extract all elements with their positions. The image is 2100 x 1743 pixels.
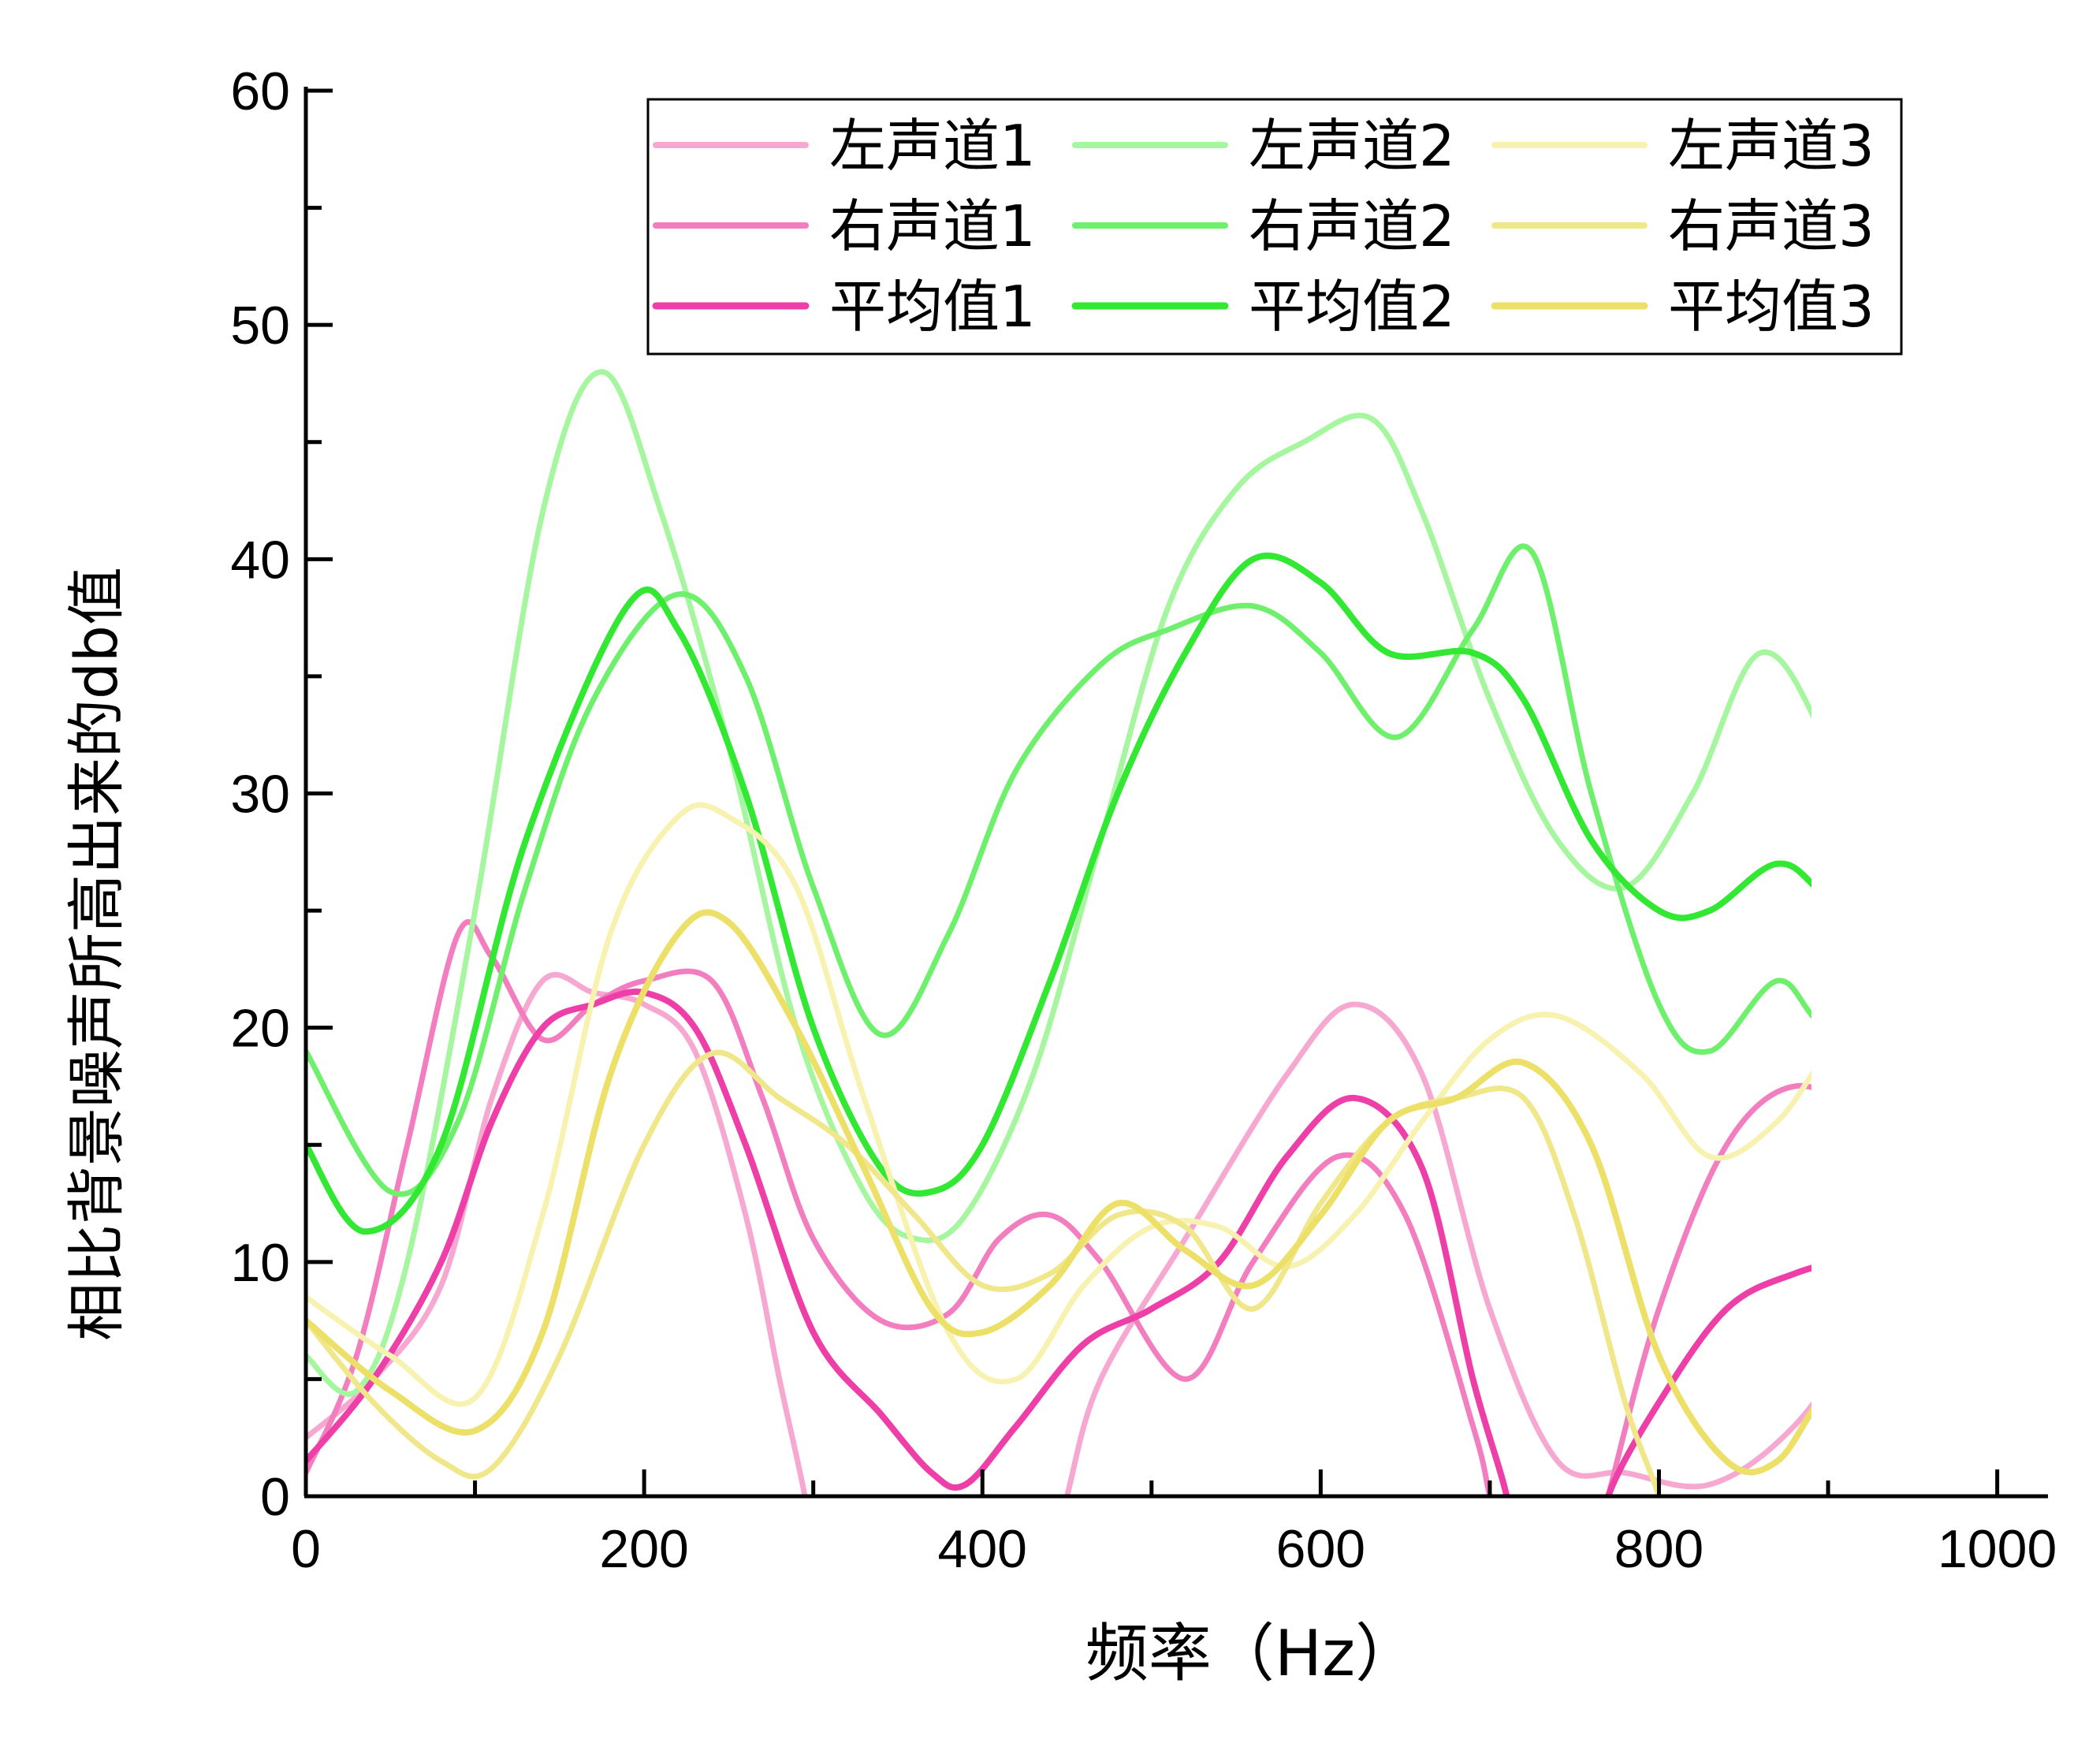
series-layer xyxy=(306,369,1811,1496)
y-tick-label: 30 xyxy=(230,765,290,825)
series-line-6 xyxy=(306,552,1811,1235)
y-tick-label: 0 xyxy=(260,1467,290,1527)
series-line-9 xyxy=(306,909,1811,1476)
series-line-3 xyxy=(306,989,1811,1496)
legend-label: 右声道1 xyxy=(829,193,1036,259)
axes xyxy=(303,87,2048,1499)
legend-label: 平均值1 xyxy=(829,274,1036,340)
legend-frame xyxy=(646,98,1903,356)
legend-label: 左声道1 xyxy=(829,113,1036,179)
x-tick-label: 400 xyxy=(938,1519,1027,1579)
series-line-4 xyxy=(306,369,1811,1397)
y-axis-label: 相比背景噪声所高出来的db值 xyxy=(63,567,131,1341)
legend-label: 右声道2 xyxy=(1249,193,1455,259)
legend: 左声道1 右声道1 平均值1 左声道2 右声道2 平均值2 左声道3 右声道3 平均值3 xyxy=(646,98,1903,356)
y-tick-label: 40 xyxy=(230,530,290,590)
x-axis-label: 频率（Hz） xyxy=(1085,1617,1418,1690)
x-tick-label: 200 xyxy=(599,1519,688,1579)
series-line-1 xyxy=(306,972,1811,1496)
legend-label: 左声道3 xyxy=(1668,113,1875,179)
y-tick-label: 10 xyxy=(230,1233,290,1293)
x-tick-label: 1000 xyxy=(1938,1519,2057,1579)
legend-label: 右声道3 xyxy=(1668,193,1875,259)
x-tick-label: 600 xyxy=(1276,1519,1365,1579)
legend-label: 平均值3 xyxy=(1668,274,1875,340)
series-line-7 xyxy=(306,802,1811,1407)
series-line-5 xyxy=(306,543,1811,1197)
series-line-8 xyxy=(306,1049,1662,1496)
x-tick-label: 0 xyxy=(291,1519,321,1579)
legend-label: 平均值2 xyxy=(1249,274,1455,340)
y-tick-label: 50 xyxy=(230,296,290,356)
x-tick-label: 800 xyxy=(1614,1519,1703,1579)
legend-label: 左声道2 xyxy=(1249,113,1455,179)
series-line-2 xyxy=(306,918,1811,1496)
y-tick-label: 60 xyxy=(230,61,290,121)
y-tick-label: 20 xyxy=(230,999,290,1059)
